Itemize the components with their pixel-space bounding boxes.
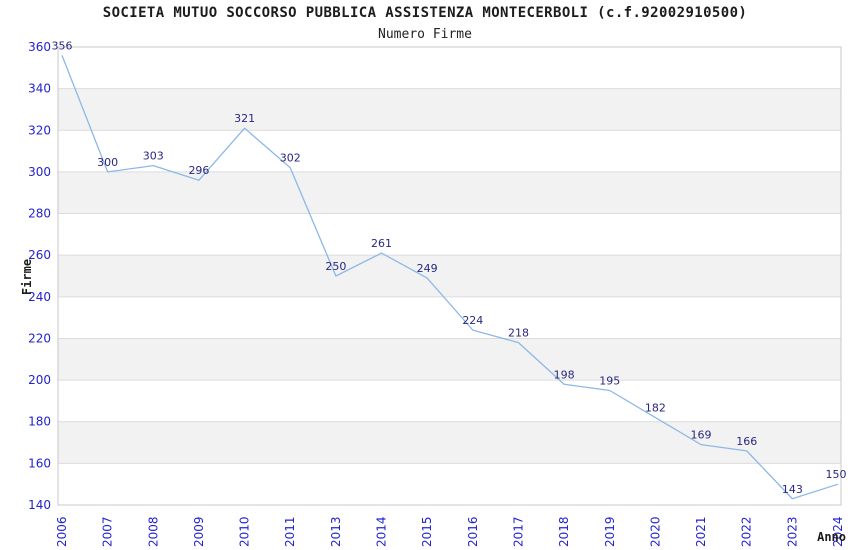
value-label: 224 bbox=[462, 314, 483, 327]
x-tick-label: 2015 bbox=[420, 516, 434, 547]
value-label: 303 bbox=[143, 150, 164, 163]
value-label: 296 bbox=[188, 164, 209, 177]
plot-band bbox=[58, 255, 841, 297]
y-tick-label: 180 bbox=[28, 415, 51, 429]
plot-border bbox=[57, 46, 842, 506]
x-tick-label: 2010 bbox=[238, 516, 252, 547]
value-label: 300 bbox=[97, 156, 118, 169]
x-tick-label: 2024 bbox=[831, 516, 845, 547]
x-tick-label: 2021 bbox=[694, 516, 708, 547]
value-label: 321 bbox=[234, 112, 255, 125]
chart-subtitle: Numero Firme bbox=[378, 27, 472, 42]
y-tick-label: 200 bbox=[28, 373, 51, 387]
value-label: 249 bbox=[417, 262, 438, 275]
value-label: 356 bbox=[52, 39, 73, 52]
y-tick-label: 300 bbox=[28, 165, 51, 179]
value-label: 195 bbox=[599, 375, 620, 388]
value-label: 198 bbox=[554, 368, 575, 381]
x-tick-label: 2009 bbox=[192, 516, 206, 547]
x-tick-label: 2020 bbox=[648, 516, 662, 547]
plot-band bbox=[58, 421, 841, 464]
plot-band bbox=[58, 171, 841, 214]
value-label: 150 bbox=[826, 468, 847, 481]
value-label: 143 bbox=[782, 483, 803, 496]
value-label: 218 bbox=[508, 327, 529, 340]
data-line bbox=[61, 55, 839, 500]
x-tick-label: 2007 bbox=[101, 516, 115, 547]
x-tick-label: 2013 bbox=[329, 516, 343, 547]
value-label: 166 bbox=[736, 435, 757, 448]
x-tick-label: 2019 bbox=[603, 516, 617, 547]
x-tick-label: 2011 bbox=[283, 516, 297, 547]
chart-title: SOCIETA MUTUO SOCCORSO PUBBLICA ASSISTEN… bbox=[102, 5, 748, 21]
value-label: 302 bbox=[280, 152, 301, 165]
x-tick-label: 2014 bbox=[375, 516, 389, 547]
y-tick-label: 140 bbox=[28, 498, 51, 512]
x-tick-label: 2022 bbox=[740, 516, 754, 547]
value-label: 182 bbox=[645, 402, 666, 415]
plot-band bbox=[58, 338, 841, 381]
y-axis-title: Firme bbox=[20, 259, 34, 295]
x-tick-label: 2023 bbox=[785, 516, 799, 547]
x-tick-label: 2016 bbox=[466, 516, 480, 547]
value-label: 261 bbox=[371, 237, 392, 250]
x-tick-label: 2018 bbox=[557, 516, 571, 547]
x-axis-title: Anno bbox=[817, 530, 846, 544]
x-tick-label: 2006 bbox=[55, 516, 69, 547]
y-tick-label: 260 bbox=[28, 248, 51, 262]
y-tick-label: 340 bbox=[28, 82, 51, 96]
y-tick-label: 160 bbox=[28, 456, 51, 470]
y-tick-label: 280 bbox=[28, 207, 51, 221]
x-tick-label: 2017 bbox=[511, 516, 525, 547]
y-tick-label: 320 bbox=[28, 123, 51, 137]
y-tick-label: 240 bbox=[28, 290, 51, 304]
y-tick-label: 360 bbox=[28, 40, 51, 54]
value-label: 169 bbox=[691, 429, 712, 442]
value-label: 250 bbox=[325, 260, 346, 273]
plot-band bbox=[58, 88, 841, 131]
y-tick-label: 220 bbox=[28, 331, 51, 345]
x-tick-label: 2008 bbox=[146, 516, 160, 547]
